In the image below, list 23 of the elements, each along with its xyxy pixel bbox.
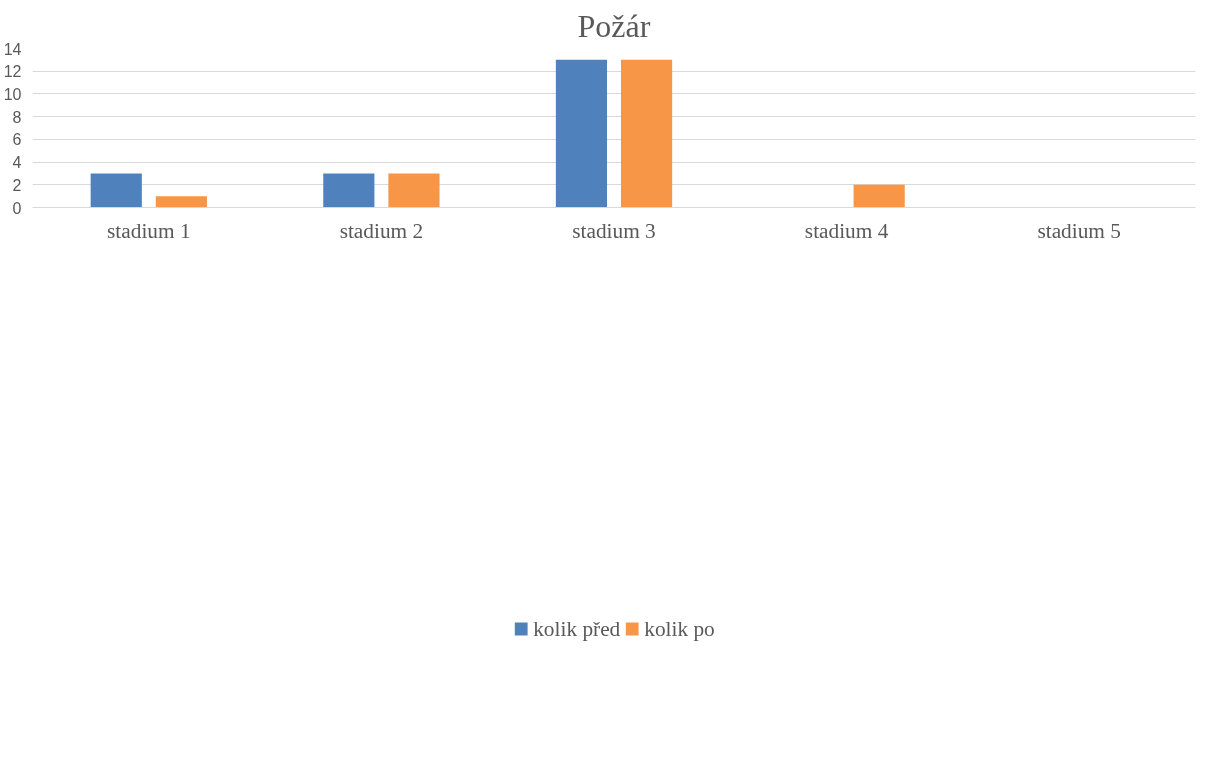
bar — [90, 173, 142, 208]
y-tick-label: 6 — [12, 131, 22, 149]
bar — [388, 173, 440, 208]
bar — [555, 59, 608, 208]
y-tick-label: 4 — [12, 154, 22, 172]
bar — [620, 59, 673, 208]
x-tick-label: stadium 2 — [339, 218, 424, 243]
x-tick-label: stadium 3 — [572, 218, 656, 243]
bar — [853, 184, 905, 208]
y-tick-label: 10 — [3, 85, 22, 103]
chart-title: Požár — [577, 7, 651, 44]
x-tick-label: stadium 4 — [804, 218, 889, 243]
legend-label: kolik před — [533, 616, 621, 642]
y-tick-label: 14 — [3, 40, 22, 58]
y-tick-label: 0 — [12, 199, 22, 217]
bar — [155, 196, 207, 208]
x-tick-label: stadium 5 — [1037, 218, 1121, 243]
x-tick-label: stadium 1 — [107, 218, 191, 243]
y-tick-label: 8 — [12, 108, 22, 126]
y-tick-label: 2 — [12, 176, 22, 194]
y-tick-label: 12 — [3, 63, 22, 81]
bar — [323, 173, 375, 208]
legend-label: kolik po — [644, 616, 715, 642]
